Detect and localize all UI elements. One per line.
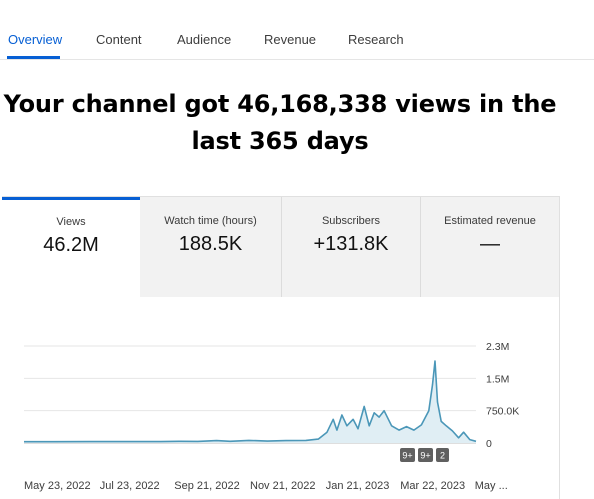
x-tick-label: Jul 23, 2022 — [100, 480, 160, 492]
metric-value: — — [480, 233, 500, 255]
annotation-badge: 9+ — [400, 448, 415, 462]
tab-revenue[interactable]: Revenue — [264, 32, 317, 47]
metric-card-subscribers[interactable]: Subscribers +131.8K — [282, 197, 420, 297]
x-tick-label: Jan 21, 2023 — [326, 480, 390, 492]
metric-value: +131.8K — [313, 233, 389, 255]
annotation-badge-label: 9+ — [402, 451, 412, 461]
metric-label: Watch time (hours) — [164, 215, 257, 227]
annotation-badge-bg — [400, 448, 415, 462]
annotation-badge-bg — [436, 448, 449, 462]
metric-cards: Views 46.2M Watch time (hours) 188.5K Su… — [2, 196, 560, 297]
x-tick-label: Nov 21, 2022 — [250, 480, 315, 492]
annotation-badge: 9+ — [418, 448, 433, 462]
y-tick-label: 0 — [486, 438, 492, 450]
metric-value: 188.5K — [178, 233, 243, 255]
headline-line-2: last 365 days — [191, 127, 369, 155]
y-tick-label: 2.3M — [486, 341, 509, 353]
y-tick-label: 1.5M — [486, 373, 509, 385]
annotation-badge-label: 2 — [440, 451, 445, 461]
x-tick-label: Sep 21, 2022 — [174, 480, 239, 492]
x-tick-label: May ... — [475, 480, 508, 492]
tab-research[interactable]: Research — [348, 32, 404, 47]
metric-label: Subscribers — [321, 215, 381, 227]
tab-content[interactable]: Content — [96, 32, 142, 47]
metric-label: Estimated revenue — [444, 215, 536, 227]
series-line — [24, 360, 477, 443]
card-divider — [420, 197, 421, 297]
y-tick-label: 750.0K — [486, 406, 519, 418]
annotation-badge-bg — [418, 448, 433, 462]
tab-bar: Overview Content Audience Revenue Resear… — [0, 0, 594, 60]
metric-card-views[interactable]: Views 46.2M — [2, 197, 140, 297]
x-tick-label: May 23, 2022 — [24, 480, 91, 492]
headline-line-1: Your channel got 46,168,338 views in the — [3, 90, 557, 118]
tab-audience[interactable]: Audience — [177, 32, 232, 47]
metric-value: 46.2M — [43, 234, 99, 256]
card-divider — [281, 197, 282, 297]
tab-overview[interactable]: Overview — [8, 32, 63, 47]
metric-card-estimated-revenue[interactable]: Estimated revenue — — [421, 197, 559, 297]
series-area — [24, 361, 476, 443]
metric-card-watch-time[interactable]: Watch time (hours) 188.5K — [140, 197, 281, 297]
views-chart[interactable]: 2.3M 1.5M 750.0K 0 May 23, 2022 Jul 23, 2022 S… — [2, 296, 560, 499]
views-chart-svg: 2.3M 1.5M 750.0K 0 May 23, 2022 Jul 23, 2022 S… — [24, 341, 519, 492]
x-tick-label: Mar 22, 2023 — [400, 480, 465, 492]
annotation-badge-label: 9+ — [420, 451, 430, 461]
views-headline: Your channel got 46,168,338 views in the… — [0, 86, 560, 160]
metric-label: Views — [56, 216, 86, 228]
active-tab-indicator — [7, 56, 60, 59]
annotation-badge: 2 — [436, 448, 449, 462]
